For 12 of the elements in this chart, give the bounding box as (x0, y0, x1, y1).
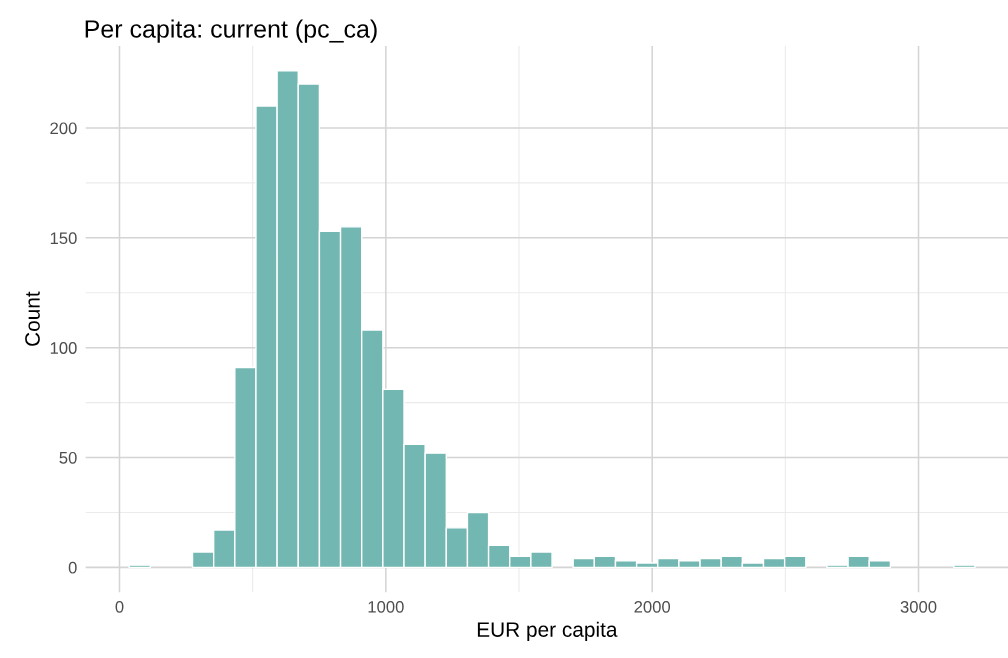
y-tick-label: 100 (50, 342, 77, 354)
chart-title: Per capita: current (pc_ca) (85, 19, 377, 43)
y-tick-label: 200 (50, 122, 77, 135)
y-tick-label: 150 (50, 232, 77, 245)
x-tick-label: 1000 (368, 600, 404, 613)
x-tick-label: 0 (115, 600, 124, 613)
x-tick-label: 2000 (634, 600, 671, 613)
x-axis-title: EUR per capita (477, 621, 618, 642)
x-tick-label: 3000 (900, 600, 937, 613)
y-tick-label: 50 (59, 451, 77, 464)
y-tick-label: 0 (68, 561, 77, 574)
y-axis-title: Count (25, 291, 40, 346)
